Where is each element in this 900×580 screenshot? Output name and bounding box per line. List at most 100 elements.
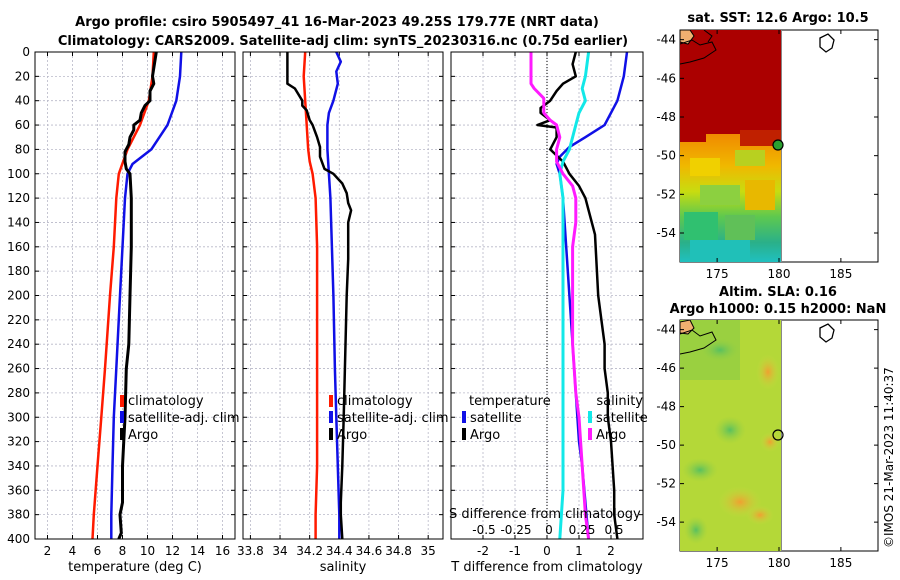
depth-tick-label: 40 <box>15 94 30 108</box>
legend-swatch-argo <box>329 428 333 440</box>
depth-tick-label: 160 <box>7 240 30 254</box>
depth-tick-label: 80 <box>15 142 30 156</box>
legend-swatch-t-argo <box>462 428 466 440</box>
x-tick-label: 14 <box>190 544 205 558</box>
x-tick-label: 6 <box>94 544 102 558</box>
depth-tick-label: 0 <box>22 45 30 59</box>
x-tick-label: 34.8 <box>385 544 412 558</box>
series-line-satellite-adj-clim <box>326 51 343 539</box>
depth-tick-label: 100 <box>7 167 30 181</box>
salinity-panel: 33.8 34 34.2 34.4 34.6 34.8 35 salinity <box>237 51 444 575</box>
x-tick-label: 10 <box>140 544 155 558</box>
x-tick-label: 34.4 <box>326 544 353 558</box>
island-outline <box>819 33 835 53</box>
depth-tick-label: 300 <box>7 410 30 424</box>
credit-text: ©IMOS 21-Mar-2023 11:40:37 <box>882 367 896 548</box>
map-x-tick-label: 175 <box>706 267 729 281</box>
sla-map-title-2: Argo h1000: 0.15 h2000: NaN <box>670 302 887 317</box>
legend-swatch-climatology <box>120 395 124 407</box>
title-line-2: Climatology: CARS2009. Satellite-adj cli… <box>58 34 628 49</box>
x-tick-label: 8 <box>119 544 127 558</box>
x-tick-label: -2 <box>477 544 489 558</box>
legend-label-satellite: satellite-adj. clim <box>128 411 240 426</box>
legend-swatch-s-argo <box>588 428 592 440</box>
depth-tick-label: 180 <box>7 264 30 278</box>
legend-label-climatology: climatology <box>337 394 413 409</box>
x-axis-label: salinity <box>320 560 367 575</box>
depth-tick-label: 360 <box>7 483 30 497</box>
x-axis-label: temperature (deg C) <box>68 560 202 575</box>
legend-label-t-satellite: satellite <box>470 411 522 426</box>
axes-frame <box>34 51 236 540</box>
difference-panel: -2 -1 0 1 2 T difference from climatology <box>450 51 644 575</box>
map-y-tick-label: -44 <box>656 323 676 337</box>
legend-title-temperature: temperature <box>469 394 551 409</box>
depth-tick-label: 380 <box>7 508 30 522</box>
temperature-panel: 0 20 40 60 80 100 120 140 160 180 200 220 240 260 280 3… <box>7 45 236 575</box>
map-y-tick-label: -50 <box>656 438 676 452</box>
depth-tick-label: 20 <box>15 69 30 83</box>
legend-swatch-t-satellite <box>462 411 466 423</box>
map-x-tick-label: 185 <box>829 267 852 281</box>
depth-tick-label: 140 <box>7 215 30 229</box>
temperature-legend: climatology satellite-adj. clim Argo <box>120 394 240 443</box>
s-diff-tick-label: 0.5 <box>604 523 623 537</box>
depth-tick-label: 200 <box>7 289 30 303</box>
depth-tick-label: 260 <box>7 362 30 376</box>
legend-label-s-satellite: satellite <box>596 411 648 426</box>
legend-swatch-argo <box>120 428 124 440</box>
sst-map: sat. SST: 12.6 Argo: 10.5 175 180 185 -44 -4… <box>656 11 879 281</box>
x-tick-label: 34 <box>272 544 287 558</box>
s-diff-tick-label: 0 <box>545 523 553 537</box>
depth-tick-label: 60 <box>15 118 30 132</box>
legend-swatch-satellite <box>329 411 333 423</box>
depth-tick-label: 240 <box>7 337 30 351</box>
series-line-argo <box>286 52 353 540</box>
x-tick-label: 2 <box>44 544 52 558</box>
map-y-tick-label: -52 <box>656 187 676 201</box>
map-y-tick-label: -48 <box>656 110 676 124</box>
map-x-tick-label: 175 <box>706 556 729 570</box>
x-tick-label: 34.2 <box>296 544 323 558</box>
legend-title-salinity: salinity <box>596 394 643 409</box>
depth-tick-label: 120 <box>7 191 30 205</box>
legend-label-t-argo: Argo <box>470 428 500 443</box>
x-axis-label: T difference from climatology <box>450 560 643 575</box>
legend-label-argo: Argo <box>128 428 158 443</box>
sla-data-edge <box>781 320 782 551</box>
series-line-s-argo <box>529 52 591 540</box>
map-x-tick-label: 180 <box>768 556 791 570</box>
x-tick-label: 35 <box>421 544 436 558</box>
map-y-tick-label: -46 <box>656 71 676 85</box>
difference-legend: temperature satellite Argo salinity sate… <box>462 394 648 443</box>
sst-map-title: sat. SST: 12.6 Argo: 10.5 <box>687 11 868 26</box>
axes-frame <box>242 51 444 540</box>
series-line-t-argo <box>536 51 619 540</box>
salinity-legend: climatology satellite-adj. clim Argo <box>329 394 449 443</box>
x-tick-label: 2 <box>607 544 615 558</box>
map-x-tick-label: 185 <box>829 556 852 570</box>
legend-swatch-climatology <box>329 395 333 407</box>
x-tick-label: 1 <box>575 544 583 558</box>
axes-frame <box>450 51 644 540</box>
s-difference-label: S difference from climatology <box>449 507 641 522</box>
x-tick-label: 16 <box>215 544 230 558</box>
map-y-tick-label: -50 <box>656 149 676 163</box>
profile-location-marker <box>772 429 784 441</box>
depth-tick-label: 400 <box>7 532 30 546</box>
x-tick-label: 12 <box>165 544 180 558</box>
map-y-tick-label: -54 <box>656 226 676 240</box>
map-y-tick-label: -46 <box>656 361 676 375</box>
legend-label-s-argo: Argo <box>596 428 626 443</box>
sla-map-axes: 175 180 185 -44 -46 -48 -50 -52 -54 <box>656 320 878 570</box>
legend-label-satellite: satellite-adj. clim <box>337 411 449 426</box>
s-diff-tick-label: -0.5 <box>472 523 495 537</box>
sla-map: Altim. SLA: 0.16 Argo h1000: 0.15 h2000:… <box>656 285 886 570</box>
x-tick-label: 33.8 <box>237 544 264 558</box>
s-diff-tick-label: 0.25 <box>569 523 596 537</box>
map-y-tick-label: -48 <box>656 400 676 414</box>
s-diff-tick-label: -0.25 <box>500 523 531 537</box>
x-tick-label: 34.6 <box>356 544 383 558</box>
depth-tick-label: 320 <box>7 435 30 449</box>
island-outline <box>819 323 835 343</box>
